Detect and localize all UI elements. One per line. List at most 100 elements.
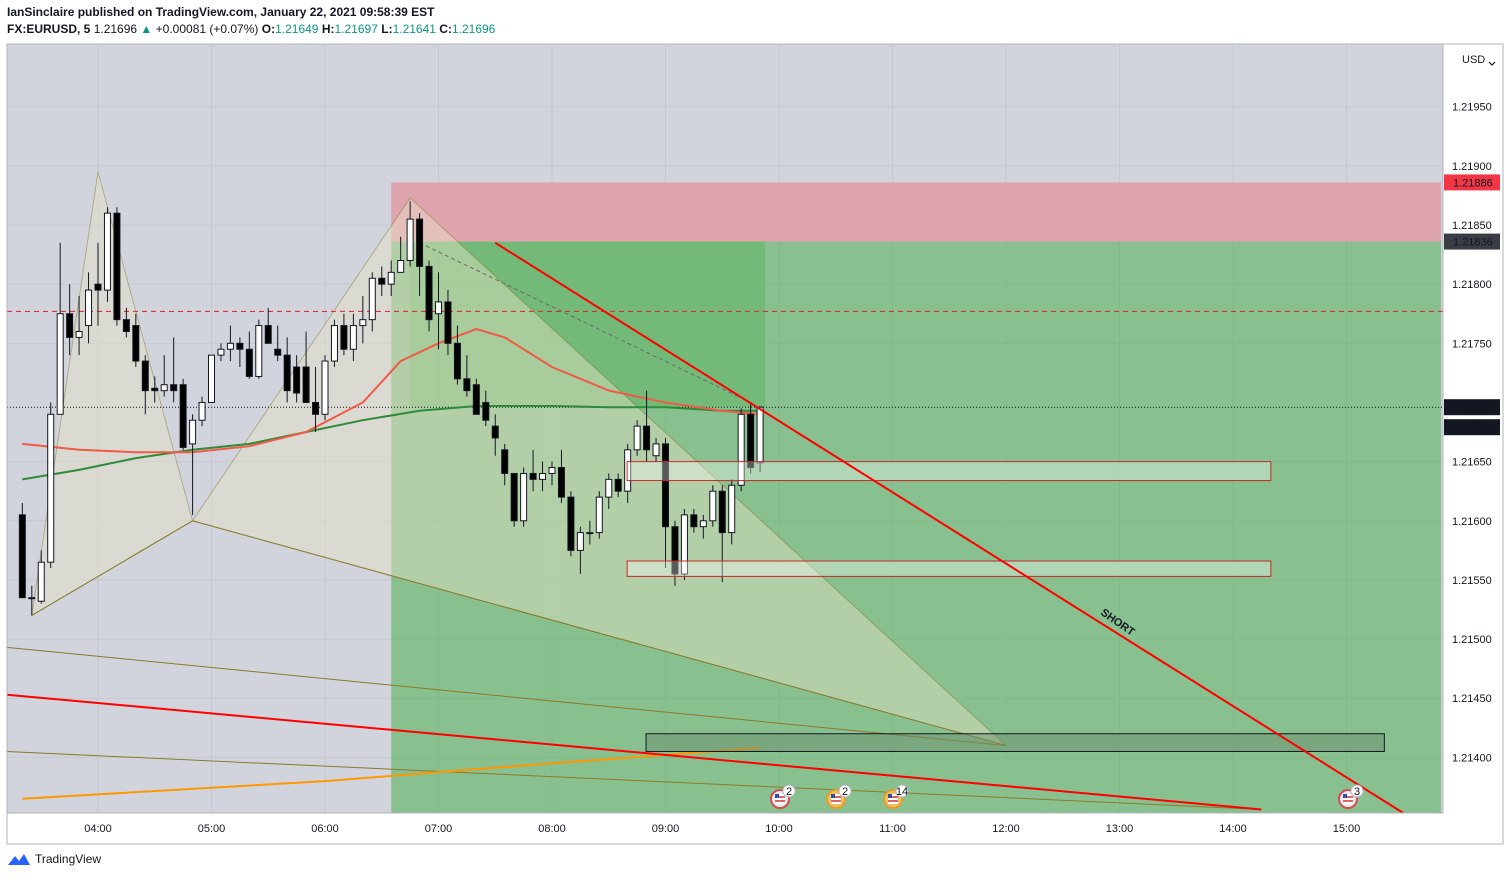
support-zone-box [645,733,1385,752]
candle [539,461,547,492]
price-tick-label: 1.21850 [1452,220,1492,232]
candle-body [141,360,149,392]
candles [18,201,764,616]
tradingview-logo[interactable]: TradingView [7,852,101,866]
candle-body [75,330,83,338]
candle [28,585,36,616]
brand-name: TradingView [35,852,102,866]
candle-body [652,443,660,457]
countdown-tag-bg [1444,419,1500,436]
price-tick-label: 1.21400 [1452,752,1492,764]
candle-body [662,443,669,528]
symbol-label[interactable]: FX:EURUSD, 5 [7,22,91,36]
candle [463,355,471,397]
candle-body [624,449,632,492]
candle [330,319,338,367]
candle [557,449,565,504]
chart-frame [6,43,1504,845]
take-profit-zone [391,241,1442,813]
candle-body [453,342,461,380]
event-marker[interactable]: 2 [770,784,796,809]
candle-body [605,478,613,498]
candle [85,272,93,344]
entry-price-tag: 1.21836 [1453,237,1493,249]
candle-body [435,301,442,315]
candle-body [690,514,698,528]
candle-body [709,490,717,522]
time-tick-label: 10:00 [765,823,793,835]
candle-body [18,514,26,599]
candle-body [236,342,244,350]
candle [406,201,414,267]
drawings-over [7,241,1404,813]
candle-body [567,496,575,551]
candle [576,526,584,575]
candle-body [368,277,376,321]
candle [482,390,490,427]
candle [699,514,707,539]
candle-body [718,490,726,534]
candle [728,479,736,545]
candle-body [132,325,140,362]
candle-body [47,413,55,563]
candle-body [643,425,651,451]
candle [47,402,55,569]
current-price-tag-bg [1444,399,1500,416]
harmonic-leg [192,520,1007,747]
candle [132,313,140,367]
candle-body [728,484,736,534]
candle [18,503,26,599]
price-tick-label: 1.21750 [1452,338,1492,350]
tradingview-icon [8,854,30,865]
us-flag-icon-canton [775,794,779,798]
time-axis[interactable]: 04:00 05:00 06:00 07:00 08:00 09:00 10:00 11:00… [84,823,1360,835]
price-tick-label: 1.21950 [1452,102,1492,114]
event-marker[interactable]: 2 [826,784,852,809]
candle [236,337,244,367]
price-tick-label: 1.21550 [1452,575,1492,587]
currency-label: USD [1462,54,1485,66]
candle-body [359,319,367,327]
economic-events[interactable]: 2 2 14 3 [770,784,1364,809]
chevron-down-icon[interactable] [1488,61,1496,66]
candle [340,313,348,356]
candle-body [293,366,301,394]
candle-body [113,212,121,321]
candle-body [548,467,556,474]
position-zones [391,182,1442,813]
candle [189,414,197,515]
candle-body [397,260,405,273]
event-marker[interactable]: 14 [883,784,909,809]
price-axis[interactable]: 1.21950 1.21900 1.21850 1.21800 1.21750 1.216… [1452,102,1492,765]
time-tick-label: 05:00 [198,823,226,835]
candle-body [699,520,707,528]
candle-body [245,348,253,377]
candle [179,378,187,450]
candle [491,414,499,456]
candle [151,376,159,403]
close-value: 1.21696 [451,22,496,36]
candle [709,485,717,527]
candle [397,236,405,273]
current-price-tag: 1.21696 [1453,402,1493,414]
event-count: 2 [786,786,792,798]
entry-price-tag-bg [1444,233,1500,250]
publish-text: IanSinclaire published on TradingView.co… [7,5,435,19]
candle [368,272,376,332]
candle-body [170,384,178,392]
last-price: 1.21696 [93,22,138,36]
high-label: H: [321,22,335,36]
price-change: +0.00081 (+0.07%) [155,22,259,36]
event-count-badge [1350,784,1364,798]
candle-body [463,378,471,392]
price-tick-label: 1.21900 [1452,161,1492,173]
candle [122,307,130,338]
candle-body [274,348,282,356]
event-marker[interactable]: 3 [1338,784,1364,809]
candle [283,337,291,403]
candle [435,272,442,350]
long-moving-average [22,746,761,800]
time-tick-label: 04:00 [84,823,112,835]
candle-body [747,413,755,469]
